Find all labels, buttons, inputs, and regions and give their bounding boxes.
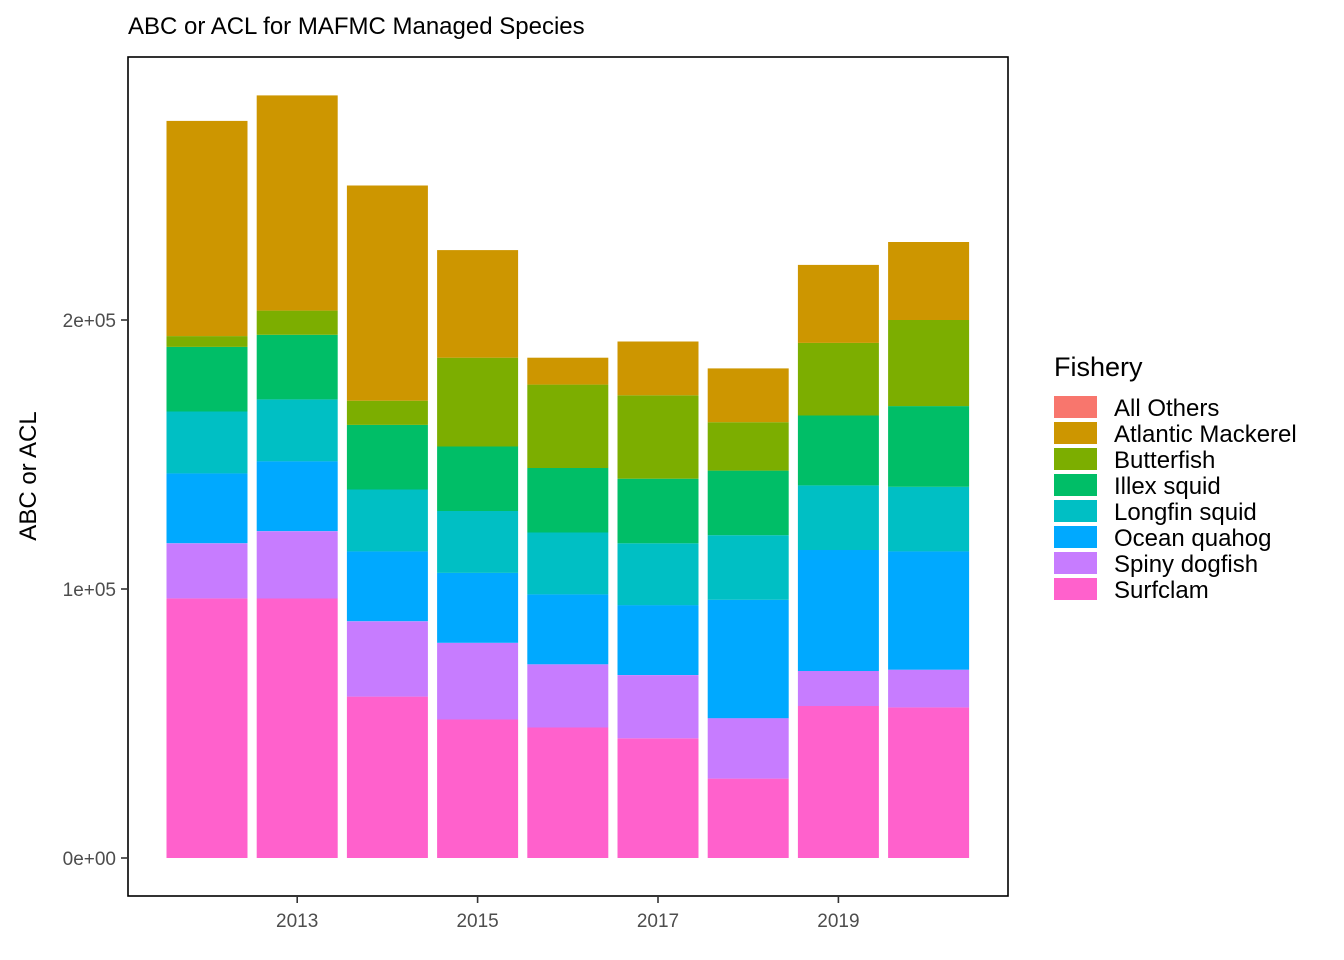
bar-spiny-dogfish-2013 <box>256 531 338 599</box>
x-axis: 2013 2015 2017 2019 <box>276 896 860 932</box>
bar-illex-squid-2016 <box>527 467 609 533</box>
bar-surfclam-2019 <box>797 706 879 858</box>
bar-surfclam-2015 <box>437 719 519 858</box>
bar-ocean-quahog-2016 <box>527 594 609 665</box>
legend-label-surfclam: Surfclam <box>1114 577 1209 604</box>
bar-atlantic-mackerel-2020 <box>888 242 970 320</box>
legend-label-ocean-quahog: Ocean quahog <box>1114 525 1271 552</box>
legend-label-all-others: All Others <box>1114 395 1219 422</box>
bar-spiny-dogfish-2016 <box>527 664 609 728</box>
bar-illex-squid-2013 <box>256 334 338 400</box>
bar-atlantic-mackerel-2014 <box>346 185 428 401</box>
bar-longfin-squid-2014 <box>346 489 428 552</box>
legend-label-illex-squid: Illex squid <box>1114 473 1221 500</box>
legend-swatch-all-others <box>1054 396 1097 418</box>
bar-spiny-dogfish-2017 <box>617 675 699 739</box>
legend-label-spiny-dogfish: Spiny dogfish <box>1114 551 1258 578</box>
bar-longfin-squid-2013 <box>256 399 338 462</box>
bar-butterfish-2019 <box>797 342 879 416</box>
x-tick-label: 2017 <box>637 911 679 932</box>
bar-spiny-dogfish-2018 <box>707 718 789 779</box>
legend-swatch-ocean-quahog <box>1054 526 1097 548</box>
bar-surfclam-2016 <box>527 727 609 858</box>
bar-ocean-quahog-2015 <box>437 572 519 643</box>
x-tick-label: 2013 <box>276 911 318 932</box>
bar-surfclam-2012 <box>166 598 248 858</box>
legend-title: Fishery <box>1054 352 1143 382</box>
legend-swatch-surfclam <box>1054 578 1097 600</box>
bar-longfin-squid-2017 <box>617 543 699 606</box>
bar-illex-squid-2012 <box>166 346 248 412</box>
legend-swatch-illex-squid <box>1054 474 1097 496</box>
y-tick-label: 1e+05 <box>63 580 116 601</box>
bar-atlantic-mackerel-2015 <box>437 250 519 358</box>
bar-atlantic-mackerel-2012 <box>166 120 248 337</box>
chart-title: ABC or ACL for MAFMC Managed Species <box>128 13 585 40</box>
bar-atlantic-mackerel-2013 <box>256 95 338 311</box>
bar-butterfish-2017 <box>617 395 699 479</box>
bar-illex-squid-2017 <box>617 478 699 544</box>
x-tick-label: 2015 <box>456 911 498 932</box>
legend-label-atlantic-mackerel: Atlantic Mackerel <box>1114 421 1297 448</box>
bar-surfclam-2013 <box>256 598 338 858</box>
legend-swatch-butterfish <box>1054 448 1097 470</box>
bar-surfclam-2014 <box>346 696 428 858</box>
legend-swatch-longfin-squid <box>1054 500 1097 522</box>
bar-longfin-squid-2018 <box>707 535 789 600</box>
bar-atlantic-mackerel-2017 <box>617 341 699 396</box>
legend-label-butterfish: Butterfish <box>1114 447 1215 474</box>
plot-panel-border <box>127 56 1009 897</box>
bar-illex-squid-2018 <box>707 470 789 536</box>
bar-surfclam-2017 <box>617 738 699 858</box>
bar-illex-squid-2015 <box>437 446 519 511</box>
bar-atlantic-mackerel-2019 <box>797 264 879 343</box>
bar-ocean-quahog-2019 <box>797 550 879 671</box>
bar-surfclam-2018 <box>707 778 789 858</box>
y-axis: 0e+00 1e+05 2e+05 <box>63 311 128 870</box>
bar-atlantic-mackerel-2018 <box>707 368 789 423</box>
bar-longfin-squid-2016 <box>527 532 609 595</box>
bar-longfin-squid-2019 <box>797 485 879 550</box>
bar-longfin-squid-2020 <box>888 486 970 552</box>
legend-swatch-atlantic-mackerel <box>1054 422 1097 444</box>
bar-butterfish-2014 <box>346 400 428 425</box>
bar-ocean-quahog-2014 <box>346 551 428 622</box>
x-tick-label: 2019 <box>817 911 859 932</box>
bar-butterfish-2012 <box>166 336 248 347</box>
bar-spiny-dogfish-2015 <box>437 642 519 720</box>
bar-longfin-squid-2015 <box>437 511 519 573</box>
bar-spiny-dogfish-2014 <box>346 621 428 697</box>
bar-butterfish-2018 <box>707 422 789 471</box>
bar-illex-squid-2019 <box>797 415 879 486</box>
bar-ocean-quahog-2017 <box>617 605 699 675</box>
bar-surfclam-2020 <box>888 707 970 858</box>
bar-spiny-dogfish-2020 <box>888 669 970 708</box>
y-axis-label: ABC or ACL <box>15 411 42 540</box>
bar-spiny-dogfish-2012 <box>166 543 248 599</box>
bar-butterfish-2016 <box>527 384 609 468</box>
bar-butterfish-2015 <box>437 357 519 447</box>
bar-ocean-quahog-2018 <box>707 599 789 719</box>
bar-atlantic-mackerel-2016 <box>527 357 609 385</box>
bar-illex-squid-2020 <box>888 406 970 487</box>
legend-swatch-spiny-dogfish <box>1054 552 1097 574</box>
bar-butterfish-2020 <box>888 320 970 407</box>
bars-layer <box>166 95 970 858</box>
bar-illex-squid-2014 <box>346 424 428 490</box>
bar-ocean-quahog-2020 <box>888 551 970 670</box>
bar-ocean-quahog-2013 <box>256 461 338 532</box>
legend-label-longfin-squid: Longfin squid <box>1114 499 1257 526</box>
y-tick-label: 0e+00 <box>63 849 116 870</box>
y-tick-label: 2e+05 <box>63 311 116 332</box>
bar-butterfish-2013 <box>256 310 338 335</box>
bar-ocean-quahog-2012 <box>166 473 248 544</box>
bar-spiny-dogfish-2019 <box>797 671 879 706</box>
bar-longfin-squid-2012 <box>166 411 248 474</box>
